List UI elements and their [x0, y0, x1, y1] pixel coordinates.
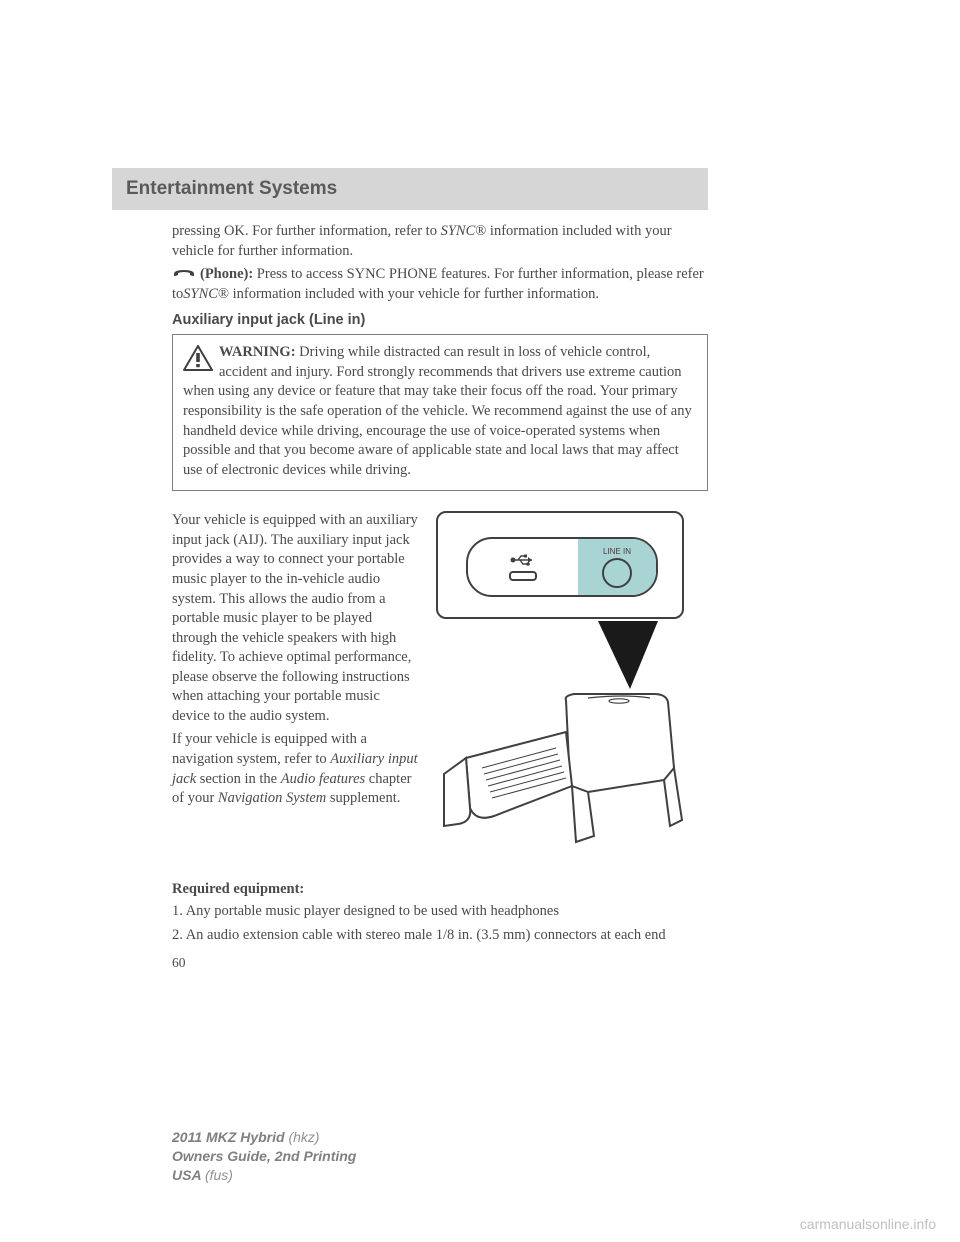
- section-header: Entertainment Systems: [112, 168, 708, 210]
- vehicle-model: 2011 MKZ Hybrid: [172, 1129, 288, 1145]
- two-column-section: Your vehicle is equipped with an auxilia…: [172, 511, 708, 853]
- section-title: Entertainment Systems: [126, 178, 694, 200]
- ns-ref: Navigation System: [218, 790, 326, 806]
- phone-label: (Phone):: [200, 266, 253, 282]
- region: USA: [172, 1167, 205, 1183]
- footer-line-3: USA (fus): [172, 1166, 356, 1185]
- required-heading: Required equipment:: [172, 881, 708, 898]
- paragraph-phone: (Phone): Press to access SYNC PHONE feat…: [172, 265, 708, 304]
- required-item-1: 1. Any portable music player designed to…: [172, 902, 708, 922]
- usb-icon: [510, 553, 536, 567]
- warning-box: WARNING: Driving while distracted can re…: [172, 334, 708, 491]
- page-footer: 2011 MKZ Hybrid (hkz) Owners Guide, 2nd …: [172, 1128, 356, 1185]
- page-number: 60: [172, 955, 708, 971]
- diagram-column: LINE IN: [436, 511, 708, 853]
- sync-ref: SYNC: [441, 223, 476, 239]
- reg-mark: ®: [218, 286, 229, 302]
- linein-label: LINE IN: [603, 547, 631, 556]
- region-code: (fus): [205, 1167, 233, 1183]
- reg-mark: ®: [475, 223, 486, 239]
- required-item-2: 2. An audio extension cable with stereo …: [172, 926, 708, 946]
- linein-jack-circle: [602, 558, 632, 588]
- text: information included with your vehicle f…: [229, 286, 599, 302]
- linein-area: LINE IN: [578, 539, 656, 595]
- usb-slot: [509, 571, 537, 581]
- jack-inner-panel: LINE IN: [466, 537, 658, 597]
- usb-area: [468, 553, 578, 581]
- aij-paragraph-2: If your vehicle is equipped with a navig…: [172, 730, 420, 808]
- jack-panel-diagram: LINE IN: [436, 511, 684, 619]
- footer-line-2: Owners Guide, 2nd Printing: [172, 1147, 356, 1166]
- text: section in the: [196, 771, 281, 787]
- aij-text-column: Your vehicle is equipped with an auxilia…: [172, 511, 420, 808]
- vehicle-code: (hkz): [288, 1129, 319, 1145]
- text: pressing OK. For further information, re…: [172, 223, 441, 239]
- af-ref: Audio features: [281, 771, 365, 787]
- aij-paragraph-1: Your vehicle is equipped with an auxilia…: [172, 511, 420, 726]
- phone-icon: [172, 265, 196, 285]
- footer-line-1: 2011 MKZ Hybrid (hkz): [172, 1128, 356, 1147]
- text: supplement.: [326, 790, 400, 806]
- warning-icon: [183, 345, 213, 378]
- aux-heading: Auxiliary input jack (Line in): [172, 312, 708, 328]
- warning-label: WARNING:: [219, 344, 296, 360]
- pointer-triangle: [436, 621, 708, 696]
- paragraph-ok: pressing OK. For further information, re…: [172, 222, 708, 261]
- warning-text: Driving while distracted can result in l…: [183, 344, 692, 477]
- watermark: carmanualsonline.info: [800, 1216, 936, 1232]
- console-illustration: [436, 688, 708, 853]
- sync-ref: SYNC: [183, 286, 218, 302]
